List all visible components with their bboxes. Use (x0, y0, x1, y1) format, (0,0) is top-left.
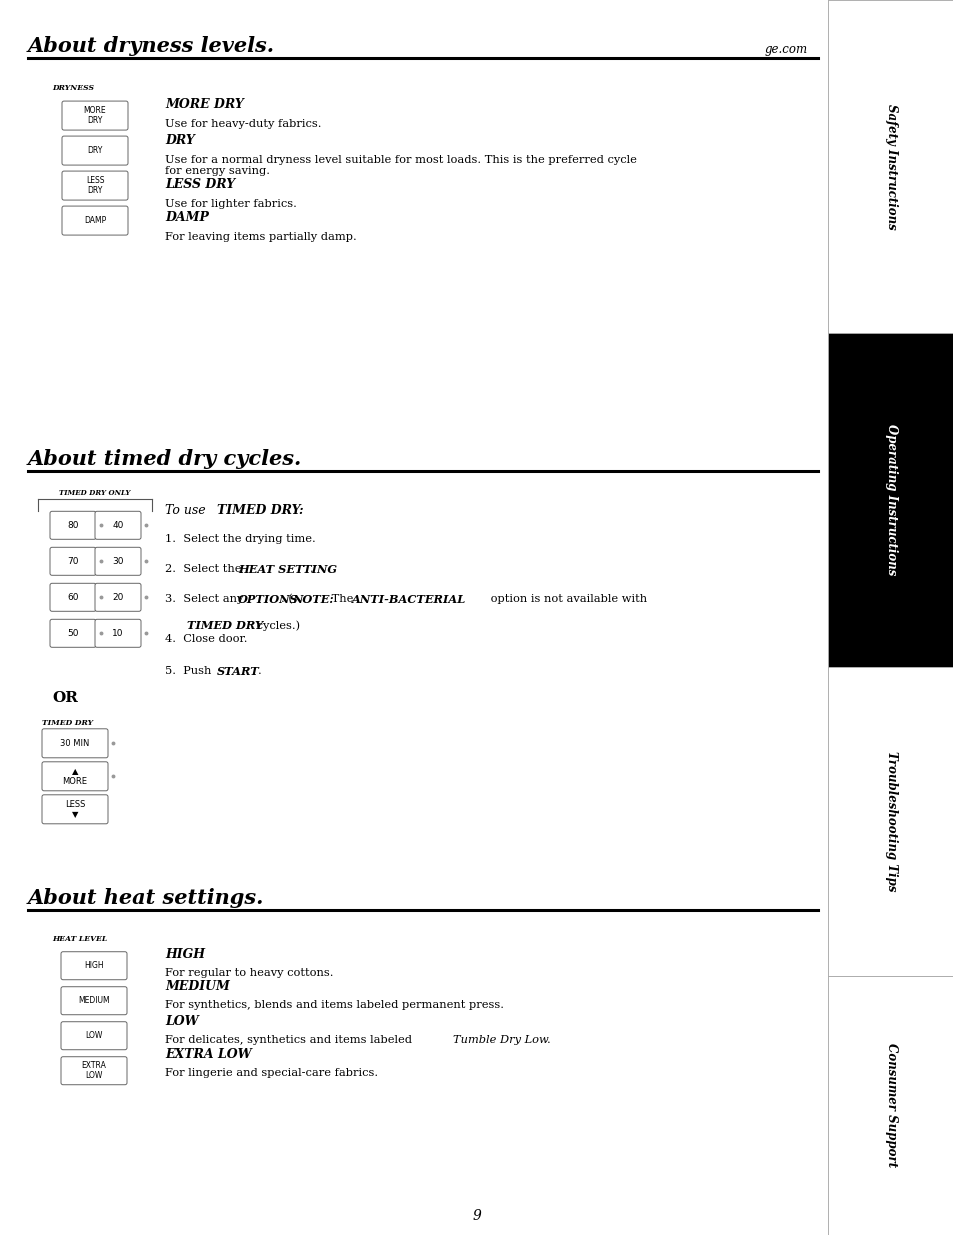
Text: To use: To use (165, 504, 210, 517)
Text: MORE
DRY: MORE DRY (84, 106, 106, 125)
Text: 2.  Select the: 2. Select the (165, 564, 245, 574)
Text: Tumble Dry Low: Tumble Dry Low (453, 1035, 548, 1045)
Text: TIMED DRY: TIMED DRY (42, 719, 93, 727)
Text: EXTRA LOW: EXTRA LOW (165, 1047, 252, 1061)
Text: 70: 70 (67, 557, 79, 566)
Text: For delicates, synthetics and items labeled: For delicates, synthetics and items labe… (165, 1035, 416, 1045)
Text: 20: 20 (112, 593, 124, 601)
Text: 10: 10 (112, 629, 124, 637)
FancyBboxPatch shape (95, 547, 141, 576)
Text: Consumer Support: Consumer Support (883, 1044, 897, 1167)
Text: 80: 80 (67, 521, 79, 530)
Text: LESS DRY: LESS DRY (165, 178, 234, 190)
FancyBboxPatch shape (61, 1057, 127, 1084)
Text: 50: 50 (67, 629, 79, 637)
Text: Safety Instructions: Safety Instructions (883, 104, 897, 230)
FancyBboxPatch shape (42, 762, 108, 790)
Bar (827, 667, 953, 976)
FancyBboxPatch shape (95, 619, 141, 647)
Text: cycles.): cycles.) (253, 620, 300, 631)
FancyBboxPatch shape (50, 619, 96, 647)
Text: 1.  Select the drying time.: 1. Select the drying time. (165, 535, 315, 545)
Text: TIMED DRY: TIMED DRY (187, 620, 263, 631)
Text: Use for heavy-duty fabrics.: Use for heavy-duty fabrics. (165, 119, 321, 128)
Text: DAMP: DAMP (165, 211, 209, 224)
Text: ▲
MORE: ▲ MORE (63, 767, 88, 785)
Bar (827, 976, 953, 1235)
Text: For leaving items partially damp.: For leaving items partially damp. (165, 232, 356, 242)
Text: OPTIONS: OPTIONS (237, 594, 298, 605)
Text: ANTI-BACTERIAL: ANTI-BACTERIAL (352, 594, 466, 605)
FancyBboxPatch shape (62, 172, 128, 200)
FancyBboxPatch shape (62, 136, 128, 165)
Text: TIMED DRY ONLY: TIMED DRY ONLY (59, 489, 131, 498)
FancyBboxPatch shape (95, 511, 141, 540)
Text: LESS
▼: LESS ▼ (65, 799, 85, 819)
Text: HIGH: HIGH (165, 947, 205, 961)
Text: About dryness levels.: About dryness levels. (28, 36, 274, 56)
Bar (827, 333, 953, 667)
Text: ge.com: ge.com (764, 42, 807, 56)
Text: Operating Instructions: Operating Instructions (883, 425, 897, 576)
Text: EXTRA
LOW: EXTRA LOW (81, 1061, 107, 1081)
Text: . (: . ( (281, 594, 293, 605)
Bar (827, 0, 953, 333)
Text: LESS
DRY: LESS DRY (86, 175, 104, 195)
FancyBboxPatch shape (42, 729, 108, 758)
Text: Use for a normal dryness level suitable for most loads. This is the preferred cy: Use for a normal dryness level suitable … (165, 154, 637, 177)
Text: 9: 9 (472, 1209, 481, 1223)
Text: For regular to heavy cottons.: For regular to heavy cottons. (165, 968, 334, 978)
Text: HIGH: HIGH (84, 961, 104, 971)
Text: DRY: DRY (165, 133, 194, 147)
Text: MEDIUM: MEDIUM (78, 997, 110, 1005)
Text: 4.  Close door.: 4. Close door. (165, 635, 247, 645)
Text: DAMP: DAMP (84, 216, 106, 225)
FancyBboxPatch shape (62, 206, 128, 235)
Text: OR: OR (52, 692, 78, 705)
Text: 30: 30 (112, 557, 124, 566)
Text: NOTE:: NOTE: (292, 594, 334, 605)
Text: LOW: LOW (85, 1031, 103, 1040)
Text: About timed dry cycles.: About timed dry cycles. (28, 450, 302, 469)
Text: Use for lighter fabrics.: Use for lighter fabrics. (165, 199, 296, 209)
Text: 3.  Select any: 3. Select any (165, 594, 247, 604)
Text: option is not available with: option is not available with (486, 594, 646, 604)
Text: About heat settings.: About heat settings. (28, 888, 264, 908)
Text: DRY: DRY (88, 146, 103, 156)
Text: 60: 60 (67, 593, 79, 601)
Text: .: . (257, 667, 261, 677)
Text: .: . (310, 564, 314, 574)
Text: 5.  Push: 5. Push (165, 667, 214, 677)
FancyBboxPatch shape (62, 101, 128, 130)
Text: DRYNESS: DRYNESS (52, 84, 94, 91)
Text: For lingerie and special-care fabrics.: For lingerie and special-care fabrics. (165, 1068, 377, 1078)
Text: For synthetics, blends and items labeled permanent press.: For synthetics, blends and items labeled… (165, 999, 503, 1010)
Text: 30 MIN: 30 MIN (60, 739, 90, 748)
Text: LOW: LOW (165, 1015, 198, 1028)
Text: TIMED DRY:: TIMED DRY: (216, 504, 303, 517)
Text: HEAT SETTING: HEAT SETTING (237, 564, 336, 576)
Text: START: START (216, 667, 259, 677)
Text: Troubleshooting Tips: Troubleshooting Tips (883, 751, 897, 892)
FancyBboxPatch shape (42, 795, 108, 824)
Text: HEAT LEVEL: HEAT LEVEL (52, 935, 107, 942)
FancyBboxPatch shape (61, 1021, 127, 1050)
FancyBboxPatch shape (50, 547, 96, 576)
FancyBboxPatch shape (61, 987, 127, 1015)
FancyBboxPatch shape (61, 952, 127, 979)
Text: MORE DRY: MORE DRY (165, 98, 244, 111)
FancyBboxPatch shape (95, 583, 141, 611)
Text: MEDIUM: MEDIUM (165, 979, 230, 993)
FancyBboxPatch shape (50, 583, 96, 611)
Text: .: . (546, 1035, 550, 1045)
Text: The: The (328, 594, 356, 604)
FancyBboxPatch shape (50, 511, 96, 540)
Text: 40: 40 (112, 521, 124, 530)
